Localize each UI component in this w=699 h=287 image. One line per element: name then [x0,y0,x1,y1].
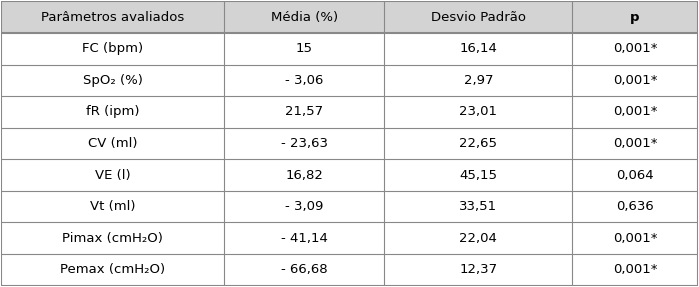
Text: - 3,06: - 3,06 [285,74,324,87]
Text: 2,97: 2,97 [463,74,493,87]
Text: 0,001*: 0,001* [613,105,657,119]
Text: 0,001*: 0,001* [613,74,657,87]
Text: 0,064: 0,064 [616,168,654,182]
Text: fR (ipm): fR (ipm) [86,105,140,119]
Text: Média (%): Média (%) [271,11,338,24]
Text: Parâmetros avaliados: Parâmetros avaliados [41,11,185,24]
Text: Desvio Padrão: Desvio Padrão [431,11,526,24]
Text: 0,001*: 0,001* [613,137,657,150]
Text: 45,15: 45,15 [459,168,497,182]
Text: 16,14: 16,14 [459,42,497,55]
Text: FC (bpm): FC (bpm) [82,42,143,55]
Text: 15: 15 [296,42,312,55]
Text: p: p [630,11,640,24]
Text: - 3,09: - 3,09 [285,200,324,213]
Text: 33,51: 33,51 [459,200,498,213]
Bar [1,222,698,254]
Text: 0,001*: 0,001* [613,232,657,245]
Bar [1,33,698,65]
Bar [1,128,698,159]
Text: 0,001*: 0,001* [613,263,657,276]
Bar [1,159,698,191]
Text: 0,001*: 0,001* [613,42,657,55]
Bar [1,96,698,128]
Text: - 41,14: - 41,14 [281,232,328,245]
Bar [1,1,698,33]
Text: - 66,68: - 66,68 [281,263,328,276]
Text: 21,57: 21,57 [285,105,324,119]
Bar [1,254,698,286]
Text: 0,636: 0,636 [616,200,654,213]
Text: SpO₂ (%): SpO₂ (%) [83,74,143,87]
Text: 22,65: 22,65 [459,137,497,150]
Bar [1,65,698,96]
Text: Pemax (cmH₂O): Pemax (cmH₂O) [60,263,166,276]
Text: Pimax (cmH₂O): Pimax (cmH₂O) [62,232,164,245]
Text: Vt (ml): Vt (ml) [90,200,136,213]
Text: CV (ml): CV (ml) [88,137,138,150]
Text: - 23,63: - 23,63 [281,137,328,150]
Text: 16,82: 16,82 [285,168,323,182]
Text: 12,37: 12,37 [459,263,498,276]
Text: VE (l): VE (l) [95,168,131,182]
Text: 23,01: 23,01 [459,105,497,119]
Text: 22,04: 22,04 [459,232,497,245]
Bar [1,191,698,222]
